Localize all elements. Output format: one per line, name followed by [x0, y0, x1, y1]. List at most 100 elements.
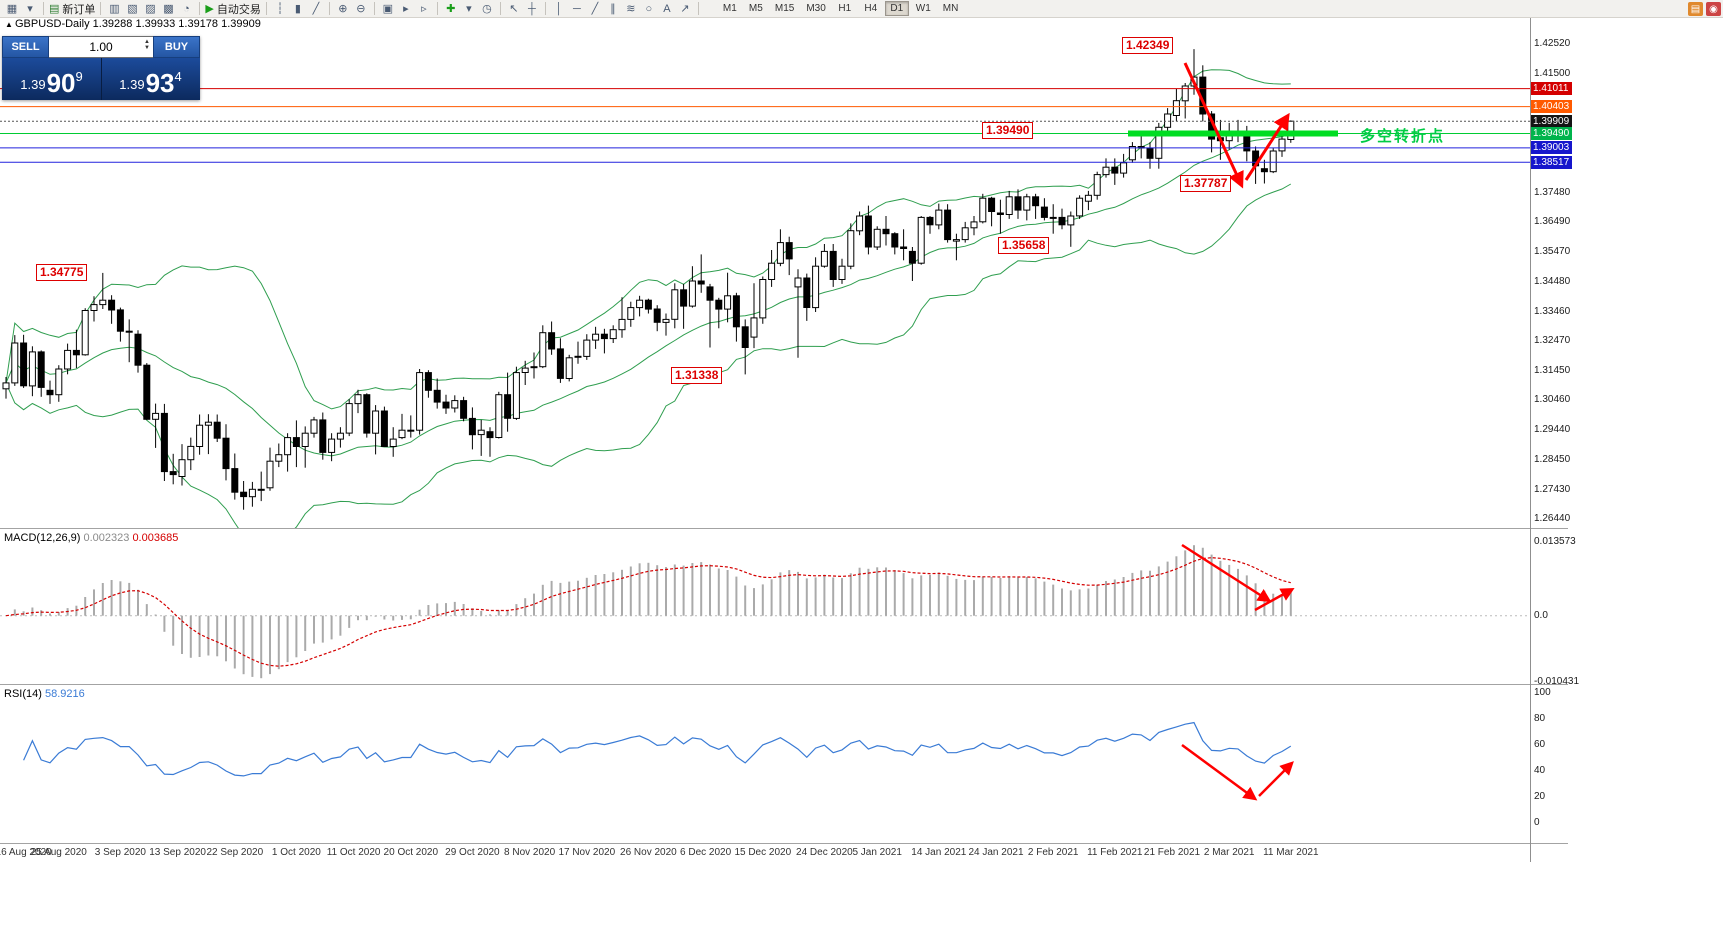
- chart-title: GBPUSD-Daily 1.39288 1.39933 1.39178 1.3…: [15, 18, 261, 30]
- horizontal-line-icon[interactable]: ─: [572, 2, 581, 15]
- one-click-panel-toggle[interactable]: ▲: [5, 20, 13, 29]
- trend-arrow[interactable]: [1181, 743, 1258, 801]
- rsi-axis-tick: 100: [1534, 687, 1551, 698]
- cursor-icon[interactable]: ↖: [509, 3, 519, 15]
- candlestick-chart-icon[interactable]: ▮: [294, 3, 301, 15]
- buy-button[interactable]: BUY: [153, 36, 200, 58]
- candlestick-chart[interactable]: [0, 18, 1530, 528]
- chart-dropdown-icon[interactable]: ▾: [27, 3, 33, 15]
- indicators-dropdown-icon[interactable]: ▾: [466, 3, 472, 15]
- trend-arrow[interactable]: [1254, 587, 1295, 612]
- zoom-in-icon[interactable]: ⊕: [338, 3, 348, 15]
- period-dropdown-icon[interactable]: ◷: [482, 3, 492, 15]
- stepper-up-icon[interactable]: ▲: [144, 39, 150, 45]
- price-annotation[interactable]: 1.39490: [982, 122, 1034, 139]
- macd-panel[interactable]: [0, 529, 1530, 684]
- terminal-icon[interactable]: ▩: [163, 3, 174, 15]
- bar-chart-icon[interactable]: ┆: [276, 3, 284, 15]
- macd-axis-tick: 0.0: [1534, 609, 1548, 621]
- mail-icon[interactable]: ▤: [1688, 2, 1703, 16]
- sell-price-button[interactable]: 1.39 90 9: [2, 58, 101, 100]
- strategy-tester-icon[interactable]: ◔: [183, 2, 190, 15]
- shapes-icon[interactable]: ○: [645, 2, 653, 15]
- equidistant-channel-icon[interactable]: ∥: [610, 3, 616, 15]
- price-axis-border: [1530, 18, 1531, 862]
- date-axis-label: 13 Sep 2020: [149, 847, 206, 858]
- macd-value-main: 0.002323: [83, 532, 130, 544]
- autotrade-button[interactable]: ▶ 自动交易: [205, 3, 261, 16]
- date-axis-label: 14 Jan 2021: [911, 847, 967, 858]
- arrow-object-icon[interactable]: ↗: [680, 3, 690, 15]
- timeframe-m30-button[interactable]: M30: [806, 3, 826, 14]
- stepper-down-icon[interactable]: ▼: [144, 45, 150, 51]
- alert-icon[interactable]: ◉: [1706, 2, 1721, 16]
- fibonacci-icon[interactable]: ≋: [626, 3, 636, 15]
- indicators-icon[interactable]: ✚: [446, 3, 456, 15]
- trend-arrow[interactable]: [1181, 543, 1272, 603]
- trendline-icon[interactable]: ╱: [591, 3, 599, 15]
- chart-shift-icon[interactable]: ▹: [421, 3, 427, 15]
- market-watch-icon[interactable]: ▥: [109, 3, 120, 15]
- rsi-line: [23, 721, 1292, 777]
- date-axis-label: 1 Oct 2020: [271, 847, 321, 858]
- price-level-label: 1.41011: [1531, 82, 1572, 96]
- auto-scroll-icon[interactable]: ▸: [403, 3, 409, 15]
- panel-splitter-macd[interactable]: [0, 528, 1568, 529]
- date-axis-label: 11 Feb 2021: [1087, 847, 1143, 858]
- price-annotation[interactable]: 1.31338: [671, 367, 723, 384]
- timeframe-h4-button[interactable]: H4: [864, 3, 878, 14]
- timeframe-w1-button[interactable]: W1: [915, 3, 931, 14]
- toolbar-separator: [436, 2, 438, 15]
- panel-splitter-dates[interactable]: [0, 843, 1568, 844]
- line-chart-icon[interactable]: ╱: [312, 3, 320, 15]
- volume-input[interactable]: 1.00 ▲ ▼: [49, 36, 153, 58]
- price-axis-tick: 1.27430: [1534, 483, 1571, 495]
- toolbar-separator: [199, 2, 201, 15]
- toolbar-separator: [328, 2, 330, 15]
- crosshair-icon[interactable]: ┼: [527, 2, 536, 15]
- text-label-icon[interactable]: A: [663, 2, 671, 15]
- vertical-line-icon[interactable]: │: [555, 2, 563, 15]
- data-window-icon[interactable]: ▧: [127, 3, 138, 15]
- support-zone-bar[interactable]: [1128, 130, 1338, 137]
- price-axis-tick: 1.36490: [1534, 216, 1571, 228]
- price-axis-tick: 1.37480: [1534, 186, 1571, 198]
- price-annotation[interactable]: 1.42349: [1122, 37, 1174, 54]
- timeframe-m15-button[interactable]: M15: [774, 3, 795, 14]
- price-annotation[interactable]: 1.35658: [998, 237, 1050, 254]
- volume-stepper[interactable]: ▲ ▼: [144, 39, 150, 51]
- trend-arrow[interactable]: [1258, 761, 1294, 797]
- note-annotation[interactable]: 多空转折点: [1360, 128, 1446, 145]
- timeframe-h1-button[interactable]: H1: [838, 3, 852, 14]
- date-axis-label: 24 Dec 2020: [796, 847, 853, 858]
- trend-arrow[interactable]: [1244, 112, 1290, 181]
- sell-button[interactable]: SELL: [2, 36, 49, 58]
- rsi-panel[interactable]: [0, 685, 1530, 843]
- macd-axis-tick: -0.010431: [1534, 676, 1580, 687]
- date-axis-label: 6 Dec 2020: [680, 847, 732, 858]
- navigator-icon[interactable]: ▨: [145, 3, 156, 15]
- price-annotation[interactable]: 1.34775: [36, 264, 88, 281]
- zoom-out-icon[interactable]: ⊖: [356, 3, 366, 15]
- timeframe-d1-button[interactable]: D1: [884, 1, 909, 16]
- new-chart-icon[interactable]: ▦: [6, 3, 18, 15]
- price-annotation[interactable]: 1.37787: [1180, 175, 1232, 192]
- trend-arrow[interactable]: [1183, 62, 1244, 189]
- new-order-button[interactable]: ▤ 新订单: [49, 3, 96, 16]
- price-axis-tick: 1.29440: [1534, 424, 1571, 436]
- timeframe-m5-button[interactable]: M5: [748, 3, 763, 14]
- price-axis-tick: 1.41500: [1534, 68, 1571, 80]
- arrange-windows-icon[interactable]: ▣: [382, 3, 394, 15]
- toolbar-separator: [544, 2, 546, 15]
- date-axis-label: 22 Sep 2020: [206, 847, 264, 858]
- panel-splitter-rsi[interactable]: [0, 684, 1568, 685]
- sell-price-pip: 9: [75, 69, 83, 84]
- candles: [2, 49, 1295, 510]
- date-axis-label: 11 Oct 2020: [326, 847, 381, 858]
- date-axis-label: 26 Nov 2020: [620, 847, 677, 858]
- timeframe-m1-button[interactable]: M1: [722, 3, 737, 14]
- buy-price-button[interactable]: 1.39 93 4: [101, 58, 200, 100]
- timeframe-mn-button[interactable]: MN: [942, 3, 959, 14]
- rsi-value: 58.9216: [44, 688, 85, 700]
- price-divider: [101, 58, 102, 100]
